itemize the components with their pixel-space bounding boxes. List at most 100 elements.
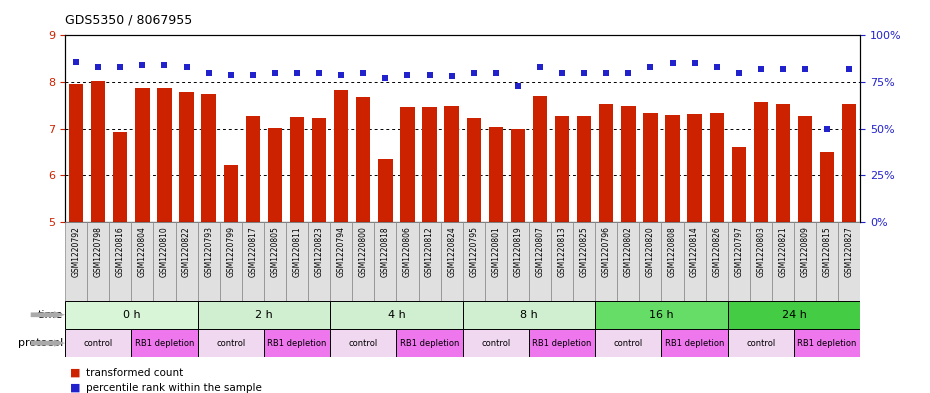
Bar: [577, 116, 591, 222]
Text: GSM1220802: GSM1220802: [624, 226, 632, 277]
Bar: [639, 222, 661, 301]
Text: control: control: [746, 339, 776, 347]
Bar: [334, 90, 349, 222]
Text: RB1 depletion: RB1 depletion: [267, 339, 326, 347]
Point: [798, 66, 813, 72]
Text: control: control: [216, 339, 246, 347]
Point: [223, 72, 238, 78]
Bar: [179, 92, 193, 222]
Text: GSM1220796: GSM1220796: [602, 226, 611, 277]
Bar: [573, 222, 595, 301]
Text: RB1 depletion: RB1 depletion: [797, 339, 857, 347]
Point: [113, 64, 127, 70]
Bar: [69, 84, 84, 222]
Text: GSM1220825: GSM1220825: [579, 226, 589, 277]
Bar: [330, 222, 352, 301]
Text: GSM1220792: GSM1220792: [72, 226, 81, 277]
Bar: [551, 222, 573, 301]
Bar: [330, 301, 463, 329]
Text: GSM1220799: GSM1220799: [226, 226, 235, 277]
Bar: [732, 147, 746, 222]
Bar: [242, 222, 264, 301]
Text: GSM1220818: GSM1220818: [381, 226, 390, 277]
Bar: [463, 329, 529, 357]
Bar: [488, 127, 503, 222]
Point: [445, 73, 459, 79]
Bar: [687, 114, 702, 222]
Point: [753, 66, 768, 72]
Bar: [595, 222, 618, 301]
Bar: [131, 329, 197, 357]
Bar: [65, 222, 87, 301]
Bar: [264, 222, 286, 301]
Bar: [511, 129, 525, 222]
Bar: [400, 107, 415, 222]
Text: GSM1220798: GSM1220798: [94, 226, 102, 277]
Text: GSM1220800: GSM1220800: [359, 226, 367, 277]
Point: [511, 83, 525, 89]
Bar: [842, 105, 857, 222]
Text: GSM1220824: GSM1220824: [447, 226, 456, 277]
Bar: [463, 222, 485, 301]
Bar: [65, 329, 131, 357]
Bar: [727, 329, 794, 357]
Text: 24 h: 24 h: [781, 310, 806, 320]
Bar: [153, 222, 176, 301]
Text: 0 h: 0 h: [123, 310, 140, 320]
Bar: [684, 222, 706, 301]
Point: [710, 64, 724, 70]
Text: control: control: [349, 339, 378, 347]
Text: GSM1220811: GSM1220811: [293, 226, 301, 277]
Point: [554, 70, 569, 76]
Text: transformed count: transformed count: [86, 368, 183, 378]
Bar: [379, 159, 392, 222]
Text: GSM1220822: GSM1220822: [182, 226, 191, 277]
Text: GSM1220816: GSM1220816: [116, 226, 125, 277]
Text: 8 h: 8 h: [520, 310, 538, 320]
Point: [665, 60, 680, 66]
Bar: [644, 113, 658, 222]
Point: [201, 70, 216, 76]
Bar: [290, 117, 304, 222]
Bar: [467, 118, 481, 222]
Bar: [595, 301, 727, 329]
Bar: [312, 118, 326, 222]
Text: 4 h: 4 h: [388, 310, 405, 320]
Text: GSM1220806: GSM1220806: [403, 226, 412, 277]
Bar: [555, 116, 569, 222]
Bar: [441, 222, 462, 301]
Bar: [91, 81, 105, 222]
Point: [135, 62, 150, 68]
Point: [91, 64, 106, 70]
Bar: [595, 329, 661, 357]
Point: [268, 70, 283, 76]
Bar: [223, 165, 238, 222]
Text: GDS5350 / 8067955: GDS5350 / 8067955: [65, 14, 193, 27]
Point: [533, 64, 548, 70]
Point: [289, 70, 304, 76]
Bar: [131, 222, 153, 301]
Bar: [268, 128, 282, 222]
Text: GSM1220814: GSM1220814: [690, 226, 699, 277]
Text: GSM1220793: GSM1220793: [205, 226, 213, 277]
Point: [356, 70, 371, 76]
Text: GSM1220809: GSM1220809: [801, 226, 809, 277]
Bar: [463, 301, 595, 329]
Text: ■: ■: [70, 383, 80, 393]
Bar: [794, 222, 817, 301]
Text: GSM1220807: GSM1220807: [536, 226, 544, 277]
Text: GSM1220815: GSM1220815: [823, 226, 831, 277]
Bar: [65, 301, 197, 329]
Text: GSM1220827: GSM1220827: [844, 226, 854, 277]
Text: GSM1220826: GSM1220826: [712, 226, 721, 277]
Bar: [599, 105, 614, 222]
Text: protocol: protocol: [18, 338, 63, 348]
Bar: [286, 222, 308, 301]
Bar: [661, 329, 727, 357]
Bar: [87, 222, 110, 301]
Text: GSM1220795: GSM1220795: [470, 226, 478, 277]
Point: [488, 70, 503, 76]
Text: RB1 depletion: RB1 depletion: [532, 339, 591, 347]
Bar: [820, 152, 834, 222]
Text: GSM1220803: GSM1220803: [756, 226, 765, 277]
